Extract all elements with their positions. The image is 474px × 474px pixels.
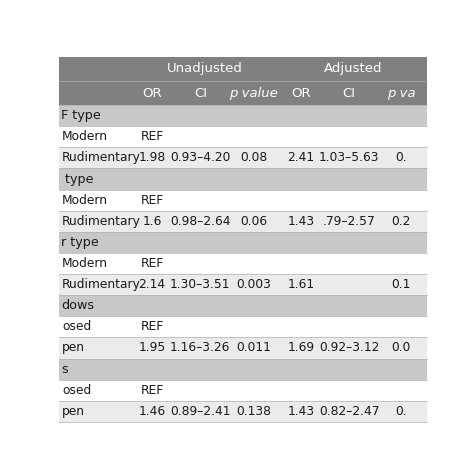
Text: Rudimentary: Rudimentary [62,215,141,228]
Text: p value: p value [229,87,278,100]
Text: 0.011: 0.011 [236,341,271,355]
Text: REF: REF [140,320,164,333]
Text: 1.98: 1.98 [138,151,165,164]
Bar [59,105,427,126]
Bar [59,401,427,422]
Bar [59,232,427,253]
Bar [59,316,427,337]
Text: 1.69: 1.69 [287,341,314,355]
Text: 0.98–2.64: 0.98–2.64 [170,215,230,228]
Text: 0.82–2.47: 0.82–2.47 [319,405,379,418]
Text: 2.41: 2.41 [287,151,314,164]
Bar [59,190,427,211]
Bar [59,168,427,190]
Text: OR: OR [142,87,162,100]
Text: pen: pen [62,405,85,418]
Text: type: type [61,173,93,185]
Text: 0.003: 0.003 [236,278,271,291]
Text: 0.: 0. [396,405,407,418]
Bar [59,380,427,401]
Bar [59,147,427,168]
Text: dows: dows [61,299,94,312]
Bar [59,126,427,147]
Text: REF: REF [140,194,164,207]
Text: 1.46: 1.46 [138,405,165,418]
Text: 0.89–2.41: 0.89–2.41 [170,405,230,418]
Text: 0.08: 0.08 [240,151,267,164]
Text: osed: osed [62,320,91,333]
Text: 1.61: 1.61 [287,278,314,291]
Text: 0.92–3.12: 0.92–3.12 [319,341,379,355]
Text: 1.30–3.51: 1.30–3.51 [170,278,230,291]
Text: 0.93–4.20: 0.93–4.20 [170,151,230,164]
Text: Modern: Modern [62,194,108,207]
Text: 0.06: 0.06 [240,215,267,228]
Text: r type: r type [61,236,99,249]
Text: OR: OR [291,87,310,100]
Text: osed: osed [62,383,91,397]
Bar [59,253,427,274]
Text: 1.03–5.63: 1.03–5.63 [319,151,379,164]
Text: pen: pen [62,341,85,355]
Text: Unadjusted: Unadjusted [167,63,243,75]
Text: 2.14: 2.14 [138,278,165,291]
Text: 1.43: 1.43 [287,405,314,418]
Text: 0.: 0. [396,151,407,164]
Text: Adjusted: Adjusted [324,63,383,75]
Text: Rudimentary: Rudimentary [62,278,141,291]
Text: Modern: Modern [62,130,108,143]
Bar [59,337,427,358]
Text: REF: REF [140,257,164,270]
Text: p va: p va [387,87,416,100]
Bar [59,81,427,105]
Text: Modern: Modern [62,257,108,270]
Bar [59,211,427,232]
Text: 1.16–3.26: 1.16–3.26 [170,341,230,355]
Text: CI: CI [194,87,207,100]
Text: 1.6: 1.6 [142,215,162,228]
Text: CI: CI [343,87,356,100]
Text: REF: REF [140,130,164,143]
Text: 0.138: 0.138 [236,405,271,418]
Bar [59,57,427,81]
Text: 0.0: 0.0 [392,341,411,355]
Text: F type: F type [61,109,101,122]
Text: 1.43: 1.43 [287,215,314,228]
Bar [59,295,427,316]
Text: 1.95: 1.95 [138,341,165,355]
Text: REF: REF [140,383,164,397]
Text: .79–2.57: .79–2.57 [323,215,375,228]
Bar [59,358,427,380]
Text: Rudimentary: Rudimentary [62,151,141,164]
Text: s: s [61,363,68,375]
Bar [59,274,427,295]
Text: 0.2: 0.2 [392,215,411,228]
Text: 0.1: 0.1 [392,278,411,291]
